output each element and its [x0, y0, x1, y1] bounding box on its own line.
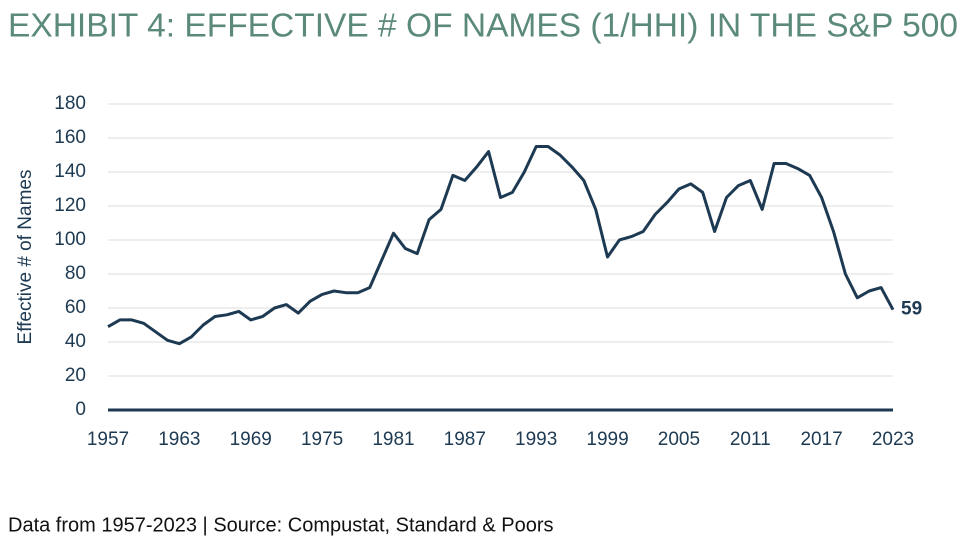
x-tick-label: 1963	[158, 429, 200, 450]
y-tick-label: 120	[54, 195, 86, 216]
x-tick-label: 1993	[515, 429, 557, 450]
line	[107, 145, 895, 346]
x-tick-label: 2011	[730, 429, 771, 450]
x-tick-label: 1957	[87, 429, 129, 450]
x-tick-label: 1981	[372, 429, 414, 450]
source-note: Data from 1957-2023 | Source: Compustat,…	[8, 514, 554, 536]
data-label: 59	[901, 299, 922, 320]
y-tick-label: 160	[54, 127, 86, 148]
x-tick-label: 1975	[301, 429, 343, 450]
y-tick-label: 20	[65, 365, 86, 386]
x-tick-label: 1969	[230, 429, 272, 450]
y-tick-label: 40	[65, 331, 86, 352]
y-tick-label: 180	[54, 93, 86, 114]
y-tick-label: 140	[54, 161, 86, 182]
y-tick-label: 100	[54, 229, 86, 250]
x-tick-label: 2023	[872, 429, 914, 450]
y-axis-label: Effective # of Names	[15, 170, 36, 345]
y-tick-label: 60	[65, 297, 86, 318]
x-tick-label: 2005	[658, 429, 700, 450]
x-tick-label: 2017	[800, 429, 842, 450]
y-tick-label: 80	[65, 263, 86, 284]
y-tick-label: 0	[75, 399, 86, 420]
x-tick-label: 1987	[444, 429, 486, 450]
x-tick-label: 1999	[586, 429, 628, 450]
chart-title: EXHIBIT 4: EFFECTIVE # OF NAMES (1/HHI) …	[8, 7, 958, 44]
